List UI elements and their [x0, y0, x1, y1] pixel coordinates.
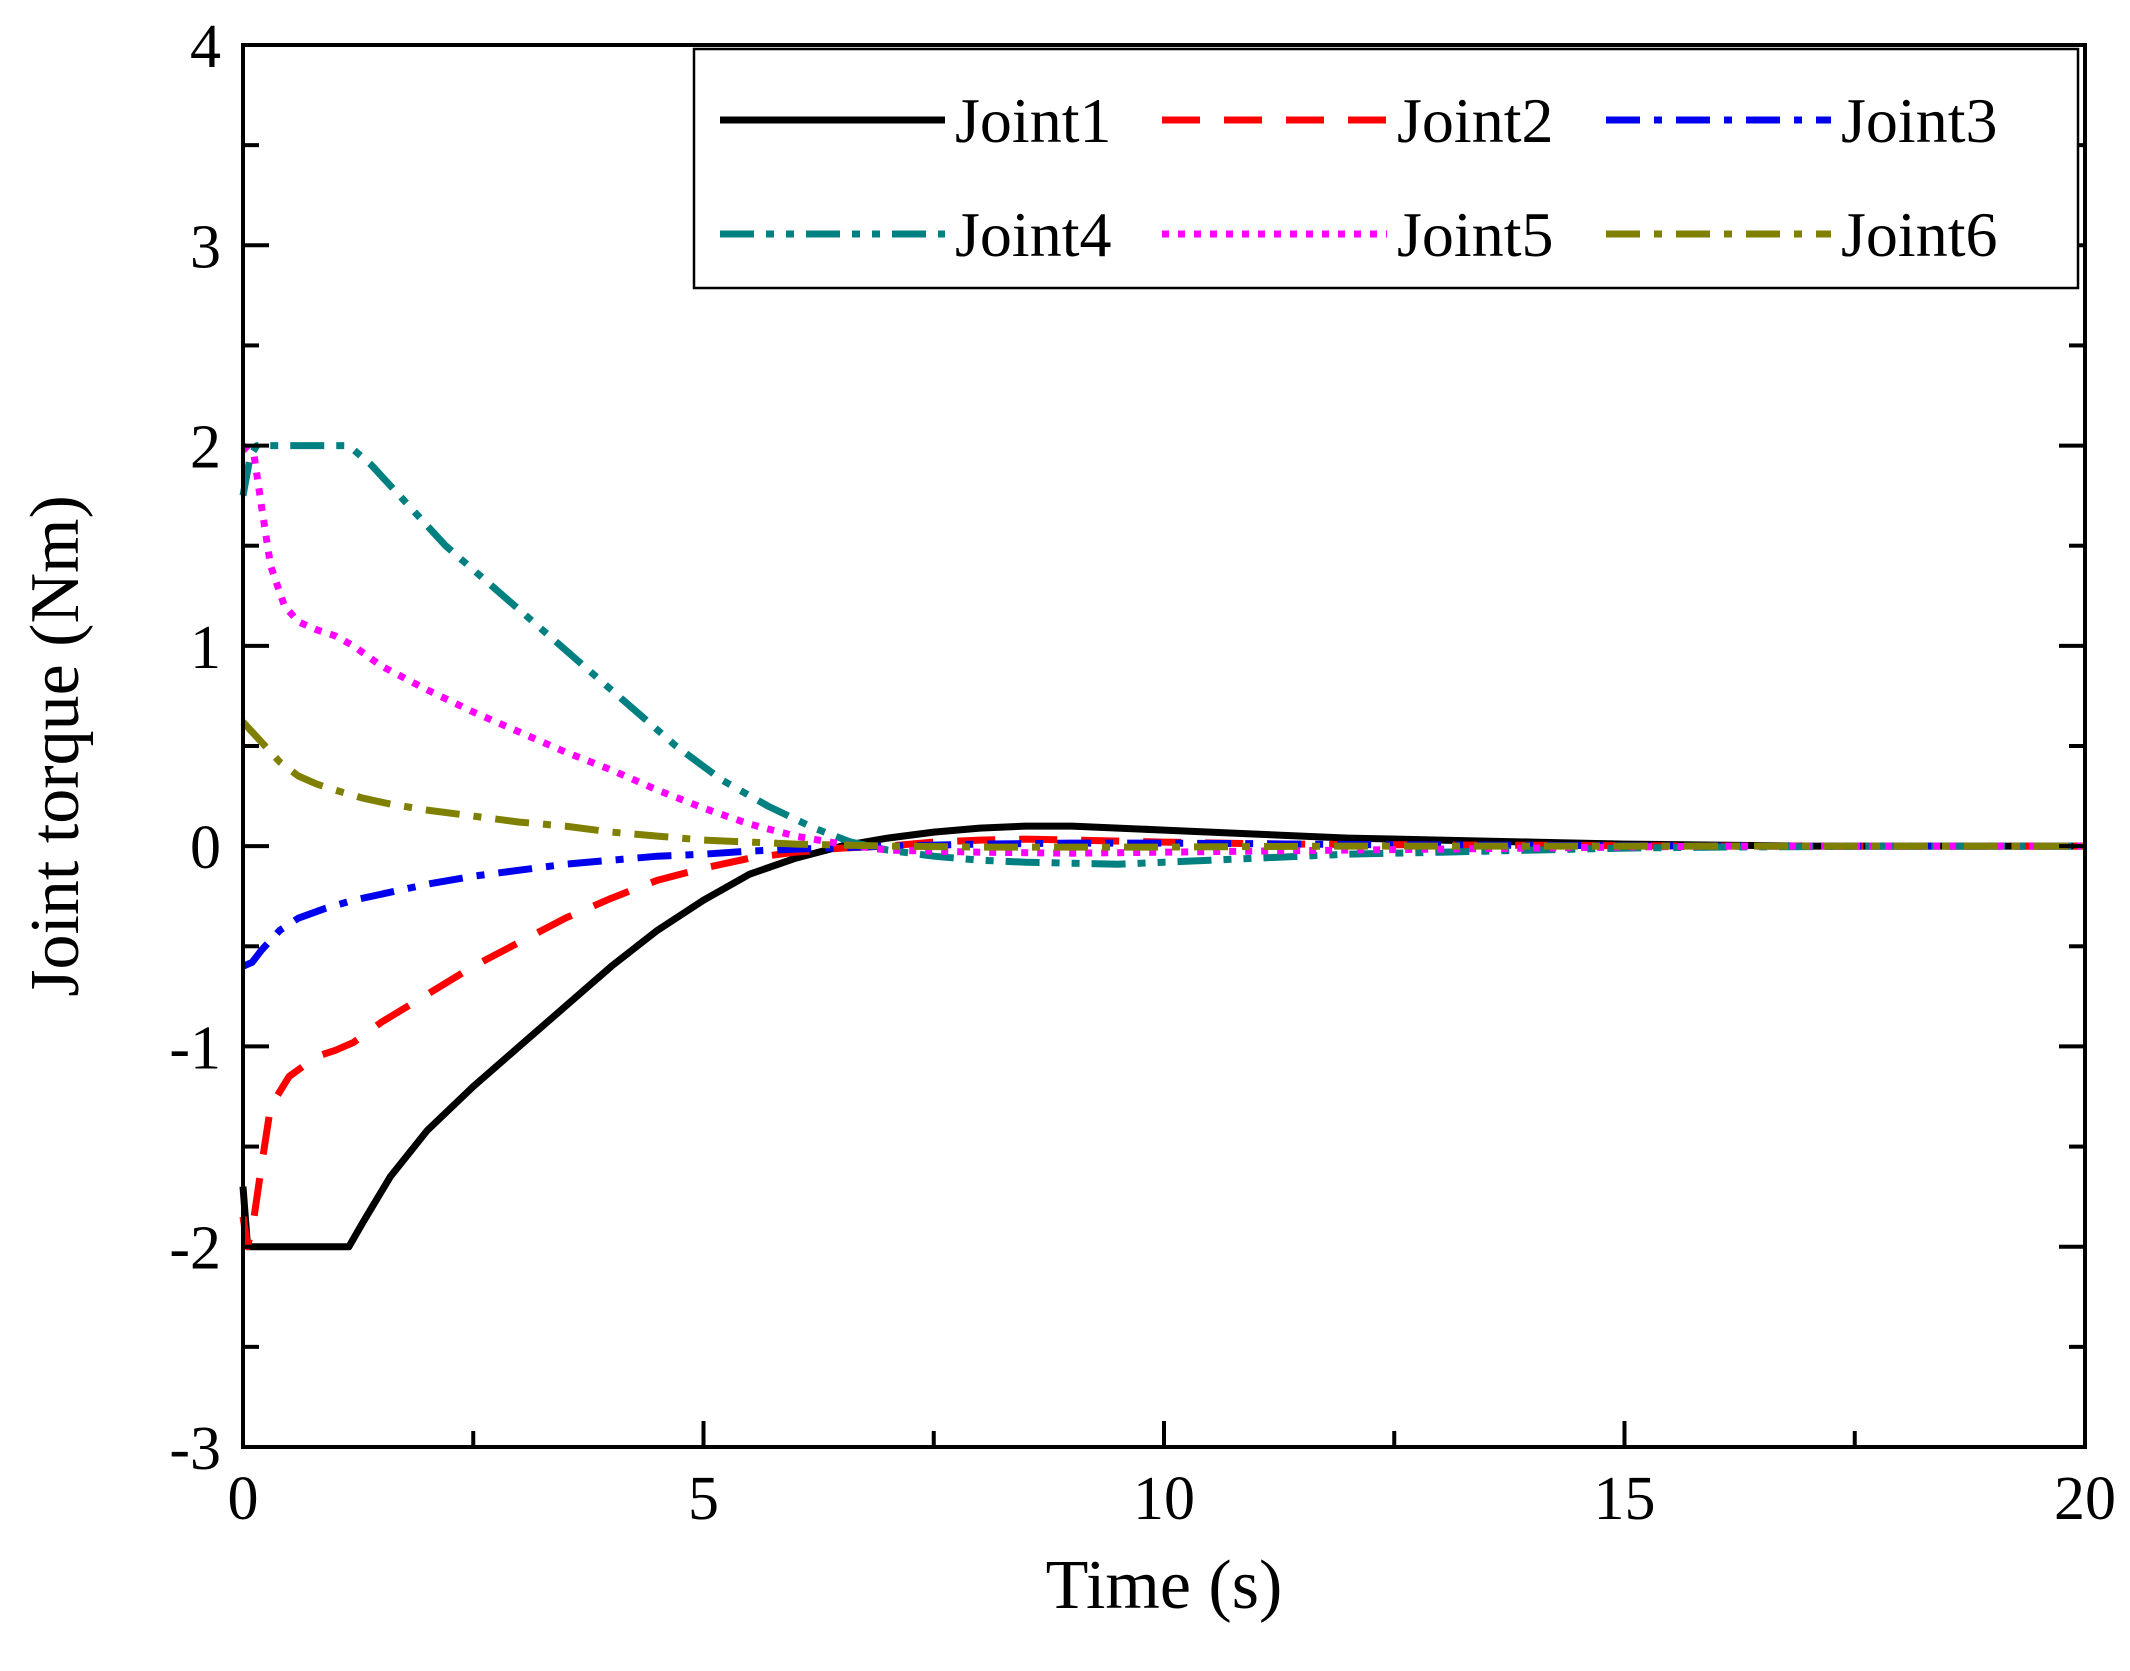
series-joint4-line — [239, 442, 2085, 868]
x-tick-label: 0 — [228, 1465, 259, 1533]
x-axis-title: Time (s) — [1046, 1547, 1283, 1624]
x-tick-label: 20 — [2054, 1465, 2116, 1533]
legend-label-joint4: Joint4 — [955, 199, 1111, 270]
y-tick-label: -1 — [169, 1014, 221, 1082]
legend: Joint1 Joint2 Joint3 Joint4 Joint5 Joint6 — [692, 47, 2080, 290]
y-tick-label: 3 — [190, 213, 221, 281]
y-tick-label: 2 — [190, 414, 221, 482]
series-joint6-line — [240, 719, 2085, 851]
x-tick-label: 10 — [1133, 1465, 1195, 1533]
y-tick-label: 4 — [190, 13, 221, 81]
y-tick-label: 0 — [190, 814, 221, 882]
y-tick-label: 1 — [190, 614, 221, 682]
legend-label-joint5: Joint5 — [1397, 199, 1553, 270]
ticks-layer: 0 5 10 15 20 -3 -2 -1 0 1 2 3 4 — [169, 13, 2116, 1533]
legend-label-joint2: Joint2 — [1397, 85, 1553, 156]
y-axis-title: Joint torque (Nm) — [17, 495, 94, 997]
series-joint2-line — [239, 835, 2085, 1251]
series-joint1-line — [239, 822, 2085, 1251]
y-tick-label: -3 — [169, 1415, 221, 1483]
legend-label-joint6: Joint6 — [1841, 199, 1997, 270]
y-tick-label: -2 — [169, 1215, 221, 1283]
legend-box — [692, 47, 2080, 290]
legend-label-joint1: Joint1 — [955, 85, 1111, 156]
x-tick-label: 15 — [1594, 1465, 1656, 1533]
legend-label-joint3: Joint3 — [1841, 85, 1997, 156]
x-tick-label: 5 — [688, 1465, 719, 1533]
series-layer — [239, 442, 2085, 1251]
